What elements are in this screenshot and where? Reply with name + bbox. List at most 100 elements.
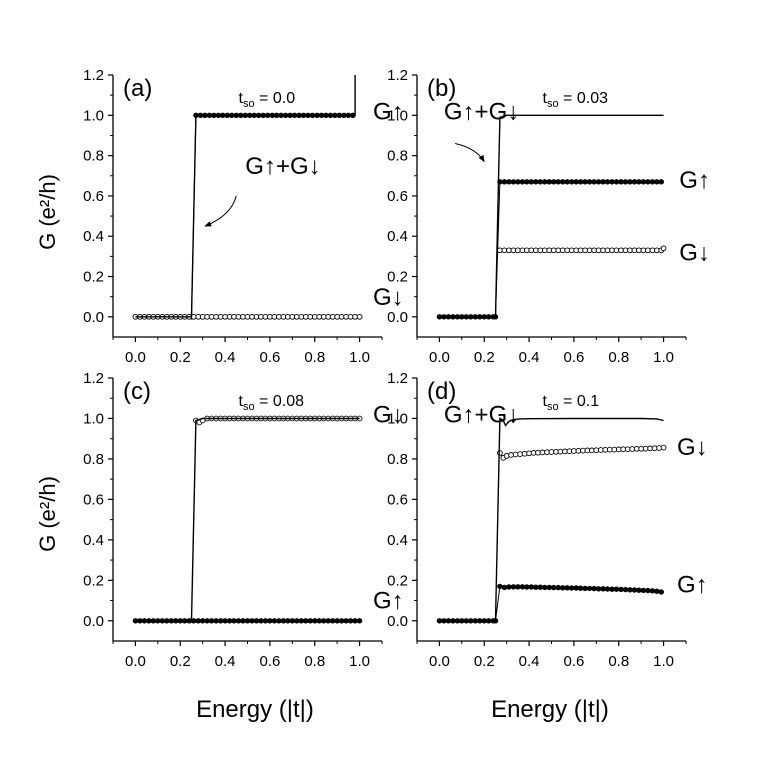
data-point xyxy=(546,584,552,591)
panel-d-xtick-label: 0.6 xyxy=(563,653,584,670)
data-point xyxy=(645,587,651,594)
data-point xyxy=(200,618,206,624)
data-point xyxy=(618,179,624,185)
panel-b-ytick-label: 0.4 xyxy=(387,228,408,245)
panel-a-annotation-arrow xyxy=(204,195,237,227)
panel-c-series-total-line xyxy=(135,417,360,622)
data-point xyxy=(235,618,242,624)
panel-a-series-total xyxy=(135,75,356,318)
data-point xyxy=(307,618,313,624)
data-point xyxy=(191,618,197,624)
panel-a-xtick-label: 1.0 xyxy=(349,349,370,366)
data-point xyxy=(515,584,521,590)
data-point xyxy=(343,618,349,624)
data-point xyxy=(577,585,584,591)
panel-a-label-g-up: G↑ xyxy=(373,98,404,125)
data-point xyxy=(631,179,638,185)
data-point xyxy=(660,245,667,252)
data-point xyxy=(573,585,579,591)
data-point xyxy=(217,618,224,624)
data-point xyxy=(622,586,629,593)
panel-a-series-g-up xyxy=(132,112,356,320)
panel-b-ytick-label: 0.6 xyxy=(387,188,408,205)
panel-d-ytick-label: 0.8 xyxy=(387,451,408,468)
panel-d-series-total xyxy=(439,417,664,622)
panel-b-xtick-label: 0.2 xyxy=(474,349,495,366)
data-point xyxy=(338,618,345,624)
data-point xyxy=(542,584,548,591)
data-point xyxy=(267,618,273,624)
data-point xyxy=(627,179,633,185)
panel-c-series-total xyxy=(135,417,360,622)
x-axis-label-right: Energy (|t|) xyxy=(491,696,609,723)
panel-b: 0.0 0.2 0.4 0.6 0.8 1.0 1.2 0.0 0.2 0.4 0.6 0.8 1.0 (… xyxy=(387,67,710,366)
panel-c-ytick-label: 1.2 xyxy=(83,370,104,387)
data-point xyxy=(609,179,615,185)
data-point xyxy=(231,618,237,624)
panel-a-xtick-label: 0.0 xyxy=(125,349,146,366)
data-point xyxy=(249,618,255,624)
data-point xyxy=(600,586,606,592)
panel-a-title: tso = 0.0 xyxy=(239,90,296,110)
data-point xyxy=(303,618,309,624)
panel-c-xtick-label: 0.6 xyxy=(259,653,280,670)
data-point xyxy=(222,618,228,624)
panel-b-label-total: G↑+G↓ xyxy=(444,98,519,125)
data-point xyxy=(528,584,534,590)
data-point xyxy=(506,584,512,590)
data-point xyxy=(564,585,570,591)
data-point xyxy=(604,179,611,185)
panel-d-ytick-label: 0.0 xyxy=(387,613,408,630)
data-point xyxy=(627,587,633,593)
data-point xyxy=(591,179,597,185)
panel-c-series-g-down xyxy=(193,415,363,426)
panel-a-letter: (a) xyxy=(123,75,152,102)
data-point xyxy=(533,179,539,185)
panel-b-xtick-label: 0.4 xyxy=(519,349,540,366)
panel-a-ytick-label: 0.6 xyxy=(83,188,104,205)
data-point xyxy=(555,584,561,591)
data-point xyxy=(595,586,602,592)
panel-a-xtick-label: 0.2 xyxy=(170,349,191,366)
data-point xyxy=(289,618,295,624)
data-point xyxy=(501,179,508,185)
panel-b-ytick-label: 0.0 xyxy=(387,309,408,326)
panel-b-letter: (b) xyxy=(427,75,456,102)
data-point xyxy=(555,179,561,185)
panel-d-label-g-up: G↑ xyxy=(677,571,708,598)
panel-c-ytick-label: 0.2 xyxy=(83,572,104,589)
data-point xyxy=(280,618,287,624)
data-point xyxy=(658,179,664,185)
data-point xyxy=(573,179,579,185)
data-point xyxy=(519,179,526,185)
data-point xyxy=(636,587,642,593)
data-point xyxy=(640,587,647,594)
data-point xyxy=(649,179,656,185)
panel-d-ytick-label: 0.2 xyxy=(387,572,408,589)
panel-b-label-g-up: G↑ xyxy=(679,167,710,194)
panel-c-ytick-label: 0.0 xyxy=(83,613,104,630)
data-point xyxy=(497,450,503,456)
data-point xyxy=(542,179,548,185)
panel-b-series-total xyxy=(439,114,664,318)
data-point xyxy=(244,618,251,624)
panel-b-ytick-label: 1.2 xyxy=(387,67,408,84)
panel-a-series-g-up-connector xyxy=(135,114,353,318)
panel-a-ytick-label: 1.2 xyxy=(83,67,104,84)
data-point xyxy=(658,589,664,595)
panel-c: 0.0 0.2 0.4 0.6 0.8 1.0 1.2 0.0 0.2 0.4 0.6 0.8 1.0 (… xyxy=(83,370,404,670)
data-point xyxy=(316,618,322,624)
data-point xyxy=(604,586,611,592)
data-point xyxy=(586,585,593,592)
data-point xyxy=(533,584,539,590)
panel-a-ytick-label: 0.2 xyxy=(83,269,104,286)
panel-a: 0.0 0.2 0.4 0.6 0.8 1.0 1.2 0.0 0.2 0.4 0.6 0.8 1.0 (… xyxy=(83,67,404,366)
panel-d-xtick-label: 0.8 xyxy=(608,653,629,670)
data-point xyxy=(528,179,534,185)
data-point xyxy=(334,618,340,624)
data-point xyxy=(551,179,557,185)
data-point xyxy=(569,585,575,591)
data-point xyxy=(537,179,543,185)
panel-b-annotation-arrow xyxy=(454,143,485,163)
panel-a-xtick-label: 0.8 xyxy=(304,349,325,366)
